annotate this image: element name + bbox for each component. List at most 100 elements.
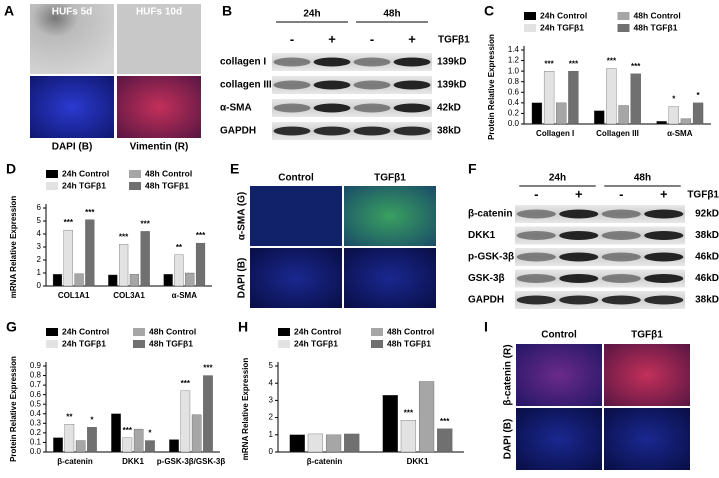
bar: [630, 73, 641, 125]
treatment-sign: +: [328, 31, 336, 46]
image-label: β-catenin (R): [503, 344, 514, 405]
legend-label: 24h Control: [540, 10, 587, 20]
y-tick-label: 5: [37, 216, 42, 225]
image: [516, 408, 602, 470]
y-tick-label: 0.0: [508, 119, 520, 128]
legend-label: 48h Control: [634, 10, 681, 20]
legend-swatch: [46, 340, 58, 348]
x-tick-label: Collagen III: [596, 129, 639, 138]
legend-label: 24h TGFβ1: [540, 22, 584, 32]
molecular-weight: 92kD: [695, 209, 719, 220]
bar: [556, 102, 567, 125]
x-tick-label: α-SMA: [667, 129, 693, 138]
time-label: 48h: [634, 173, 651, 184]
blot-band: [601, 252, 641, 262]
significance: ***: [440, 417, 450, 426]
bar: [543, 70, 555, 125]
bar: [418, 381, 435, 453]
blot-band: [601, 274, 641, 283]
y-tick-label: 0.8: [508, 77, 520, 86]
significance: *: [672, 95, 676, 104]
blot-band: [559, 231, 599, 240]
blot-band: [644, 209, 684, 219]
bar: [568, 70, 579, 125]
blot-band: [644, 231, 684, 240]
bar: [180, 390, 191, 453]
protein-name: α-SMA: [220, 103, 252, 114]
blot-strip: [272, 99, 432, 117]
bar: [87, 427, 97, 453]
legend-label: 48h Control: [387, 326, 434, 336]
treatment-sign: +: [575, 186, 583, 201]
legend-label: 48h TGFβ1: [634, 22, 678, 32]
molecular-weight: 38kD: [437, 126, 461, 137]
y-tick-label: 0: [37, 281, 42, 290]
y-tick-label: 0.3: [30, 418, 42, 427]
bar: [108, 274, 118, 287]
bar: [63, 229, 73, 287]
image-title: HUFs 10d: [136, 7, 182, 18]
blot-band: [559, 252, 599, 262]
bar: [531, 102, 543, 125]
blot-band: [273, 126, 311, 136]
bar: [325, 434, 342, 453]
image: [117, 76, 201, 138]
legend-swatch: [129, 182, 141, 190]
y-tick-label: 2: [269, 413, 274, 422]
time-label: 24h: [549, 173, 566, 184]
blot-strip: [272, 53, 432, 71]
significance: **: [176, 243, 183, 252]
y-axis-label: Protein Relative Expression: [487, 34, 496, 140]
panel-letter: A: [4, 3, 14, 19]
bar: [185, 272, 195, 287]
blot-band: [601, 231, 641, 240]
bar: [382, 395, 398, 453]
molecular-weight: 42kD: [437, 103, 461, 114]
image-title: Control: [541, 330, 577, 341]
treatment-sign: -: [619, 186, 623, 201]
y-tick-label: 1: [37, 268, 42, 277]
legend-label: 24h TGFβ1: [294, 338, 338, 348]
legend-swatch: [46, 170, 58, 178]
bar: [52, 274, 63, 287]
y-tick-label: 1.2: [508, 56, 520, 65]
legend-swatch: [371, 328, 383, 336]
bar: [400, 420, 417, 453]
treatment-sign: -: [370, 31, 374, 46]
x-tick-label: α-SMA: [172, 291, 198, 300]
legend-swatch: [278, 328, 290, 336]
y-tick-label: 1.4: [508, 45, 520, 54]
blot-band: [393, 57, 431, 67]
molecular-weight: 46kD: [695, 273, 719, 284]
blot-band: [393, 80, 431, 90]
bar: [133, 428, 144, 453]
significance: ***: [203, 364, 213, 373]
significance: ***: [181, 379, 191, 388]
blot-band: [644, 274, 684, 283]
image: [516, 344, 602, 406]
legend-label: 24h Control: [62, 168, 109, 178]
y-tick-label: 0: [269, 447, 274, 456]
bar: [122, 437, 133, 453]
legend-swatch: [371, 340, 383, 348]
legend-label: 24h Control: [62, 326, 109, 336]
image-title: TGFβ1: [374, 173, 406, 184]
significance: ***: [123, 426, 133, 435]
legend-label: 24h TGFβ1: [62, 338, 106, 348]
significance: ***: [569, 59, 579, 68]
legend-swatch: [46, 182, 58, 190]
blot-band: [273, 103, 311, 113]
treatment-sign: -: [290, 31, 294, 46]
blot-strip: [272, 122, 432, 140]
x-tick-label: β-catenin: [307, 457, 343, 466]
x-tick-label: DKK1: [407, 457, 429, 466]
x-tick-label: DKK1: [122, 457, 144, 466]
panel-letter: E: [230, 161, 239, 177]
blot-band: [353, 103, 391, 113]
bar: [169, 439, 179, 453]
y-tick-label: 0.4: [508, 98, 520, 107]
blot-band: [516, 274, 556, 283]
bar: [307, 433, 324, 453]
y-tick-label: 0.0: [30, 447, 42, 456]
